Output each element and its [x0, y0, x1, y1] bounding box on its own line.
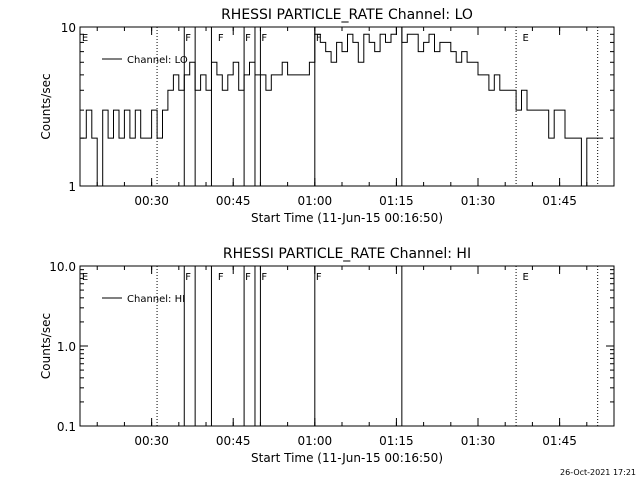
lo-event-label: F: [261, 33, 267, 44]
lo-x-axis-label: Start Time (11-Jun-15 00:16:50): [251, 211, 443, 225]
lo-event-label: F: [245, 33, 251, 44]
hi-chart-title: RHESSI PARTICLE_RATE Channel: HI: [223, 246, 471, 262]
hi-x-tick-label: 00:45: [216, 434, 251, 448]
lo-chart-title: RHESSI PARTICLE_RATE Channel: LO: [221, 7, 473, 23]
lo-plot-frame: [79, 26, 615, 187]
lo-event-label: F: [185, 33, 191, 44]
lo-y-tick-label: 1: [68, 180, 76, 194]
hi-y-tick-label: 10.0: [49, 260, 76, 274]
hi-event-label: F: [218, 272, 224, 283]
lo-event-label: E: [523, 33, 529, 44]
hi-x-axis-label: Start Time (11-Jun-15 00:16:50): [251, 451, 443, 465]
chart-panel-hi: RHESSI PARTICLE_RATE Channel: HI Start Ti…: [39, 246, 615, 465]
footer-timestamp: 26-Oct-2021 17:21: [560, 468, 636, 477]
lo-x-tick-label: 01:45: [542, 194, 577, 208]
hi-x-tick-label: 01:15: [379, 434, 414, 448]
lo-y-axis-label: Counts/sec: [39, 73, 53, 139]
hi-event-label: F: [316, 272, 322, 283]
lo-event-label: F: [316, 33, 322, 44]
hi-event-label: F: [245, 272, 251, 283]
hi-y-tick-label: 0.1: [57, 420, 76, 434]
lo-y-tick-label: 10: [61, 21, 76, 35]
hi-x-tick-label: 00:30: [134, 434, 169, 448]
lo-legend-label: Channel: LO: [127, 55, 188, 66]
lo-x-tick-label: 01:15: [379, 194, 414, 208]
lo-x-tick-label: 00:45: [216, 194, 251, 208]
hi-event-label: F: [261, 272, 267, 283]
chart-panel-lo: RHESSI PARTICLE_RATE Channel: LO Start Ti…: [39, 7, 615, 225]
lo-x-tick-label: 01:00: [298, 194, 333, 208]
hi-x-tick-label: 01:45: [542, 434, 577, 448]
hi-x-tick-label: 01:00: [298, 434, 333, 448]
lo-series-line: [80, 26, 604, 187]
lo-x-tick-label: 01:30: [461, 194, 496, 208]
hi-event-label: E: [82, 272, 88, 283]
hi-y-tick-label: 1.0: [57, 340, 76, 354]
lo-event-label: F: [218, 33, 224, 44]
hi-y-axis-label: Counts/sec: [39, 313, 53, 379]
hi-plot-frame: [79, 265, 615, 427]
hi-event-label: E: [523, 272, 529, 283]
hi-x-tick-label: 01:30: [461, 434, 496, 448]
lo-event-label: E: [82, 33, 88, 44]
hi-legend-label: Channel: HI: [127, 294, 185, 305]
lo-x-tick-label: 00:30: [134, 194, 169, 208]
hi-event-label: F: [185, 272, 191, 283]
